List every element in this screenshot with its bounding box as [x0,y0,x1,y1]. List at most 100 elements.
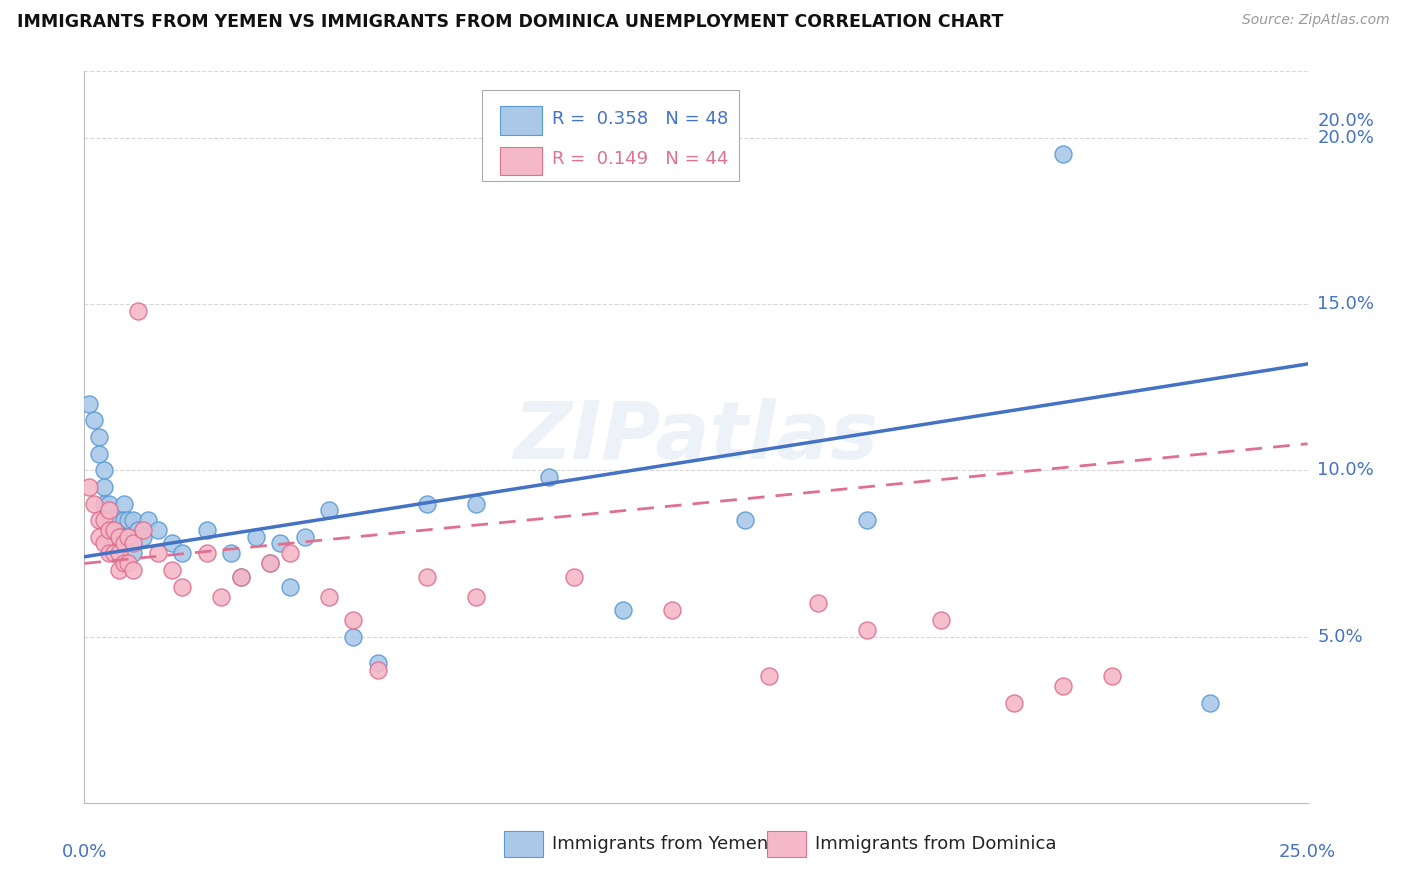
Point [97,523,120,537]
FancyBboxPatch shape [766,830,806,857]
Point [77,480,100,494]
Point [87,513,110,527]
Point [294,530,316,544]
Point [342,613,364,627]
Point [122,513,145,527]
Point [103,530,125,544]
Point [661,603,683,617]
Point [1101,669,1123,683]
Point [103,513,125,527]
Point [107,563,129,577]
Point [1052,147,1074,161]
Point [318,590,340,604]
Text: ZIPatlas: ZIPatlas [513,398,879,476]
Point [112,497,135,511]
Point [1002,696,1025,710]
Point [416,497,439,511]
Point [758,669,780,683]
Point [278,580,301,594]
Point [562,570,585,584]
Point [103,546,125,560]
Point [107,546,129,560]
Point [97,497,120,511]
Point [929,613,952,627]
Point [146,546,169,560]
Point [172,546,194,560]
Point [278,546,301,560]
Point [117,557,139,571]
Point [97,503,120,517]
Text: Source: ZipAtlas.com: Source: ZipAtlas.com [1241,13,1389,28]
Text: IMMIGRANTS FROM YEMEN VS IMMIGRANTS FROM DOMINICA UNEMPLOYMENT CORRELATION CHART: IMMIGRANTS FROM YEMEN VS IMMIGRANTS FROM… [17,13,1004,31]
Point [93,536,115,550]
Point [195,546,218,560]
Point [464,590,486,604]
Point [93,463,115,477]
Point [122,536,145,550]
Point [132,530,155,544]
Text: R =  0.358   N = 48: R = 0.358 N = 48 [551,110,728,128]
Point [856,513,879,527]
FancyBboxPatch shape [503,830,543,857]
Point [229,570,252,584]
Point [107,546,129,560]
Point [162,536,184,550]
Point [1052,680,1074,694]
Point [93,497,115,511]
Point [83,497,105,511]
Point [162,563,184,577]
Point [97,513,120,527]
Text: 10.0%: 10.0% [1317,461,1374,479]
Point [269,536,291,550]
Point [77,397,100,411]
Text: 25.0%: 25.0% [1279,843,1336,861]
Point [259,557,281,571]
Text: 20.0%: 20.0% [1317,128,1374,147]
Point [83,413,105,427]
Point [127,303,149,318]
Point [112,557,135,571]
Point [93,513,115,527]
Point [87,430,110,444]
Point [612,603,634,617]
Point [416,570,439,584]
Point [734,513,756,527]
Point [97,546,120,560]
Text: 15.0%: 15.0% [1317,295,1375,313]
Text: 20.0%: 20.0% [1317,112,1374,130]
Text: Immigrants from Yemen: Immigrants from Yemen [551,835,768,853]
Point [367,663,389,677]
Point [117,530,139,544]
Point [538,470,561,484]
Point [229,570,252,584]
Point [87,530,110,544]
Point [103,523,125,537]
Point [127,523,149,537]
Point [117,530,139,544]
FancyBboxPatch shape [482,90,738,181]
FancyBboxPatch shape [501,146,541,175]
FancyBboxPatch shape [501,106,541,135]
Point [136,513,159,527]
Point [107,530,129,544]
Point [342,630,364,644]
Point [209,590,232,604]
Point [97,530,120,544]
Point [146,523,169,537]
Text: R =  0.149   N = 44: R = 0.149 N = 44 [551,150,728,168]
Point [245,530,267,544]
Point [856,623,879,637]
Point [107,513,129,527]
Point [259,557,281,571]
Text: 0.0%: 0.0% [62,843,107,861]
Point [367,656,389,670]
Point [103,546,125,560]
Point [93,480,115,494]
Point [112,536,135,550]
Point [807,596,830,610]
Point [172,580,194,594]
Point [117,513,139,527]
Point [112,530,135,544]
Point [318,503,340,517]
Text: Immigrants from Dominica: Immigrants from Dominica [814,835,1056,853]
